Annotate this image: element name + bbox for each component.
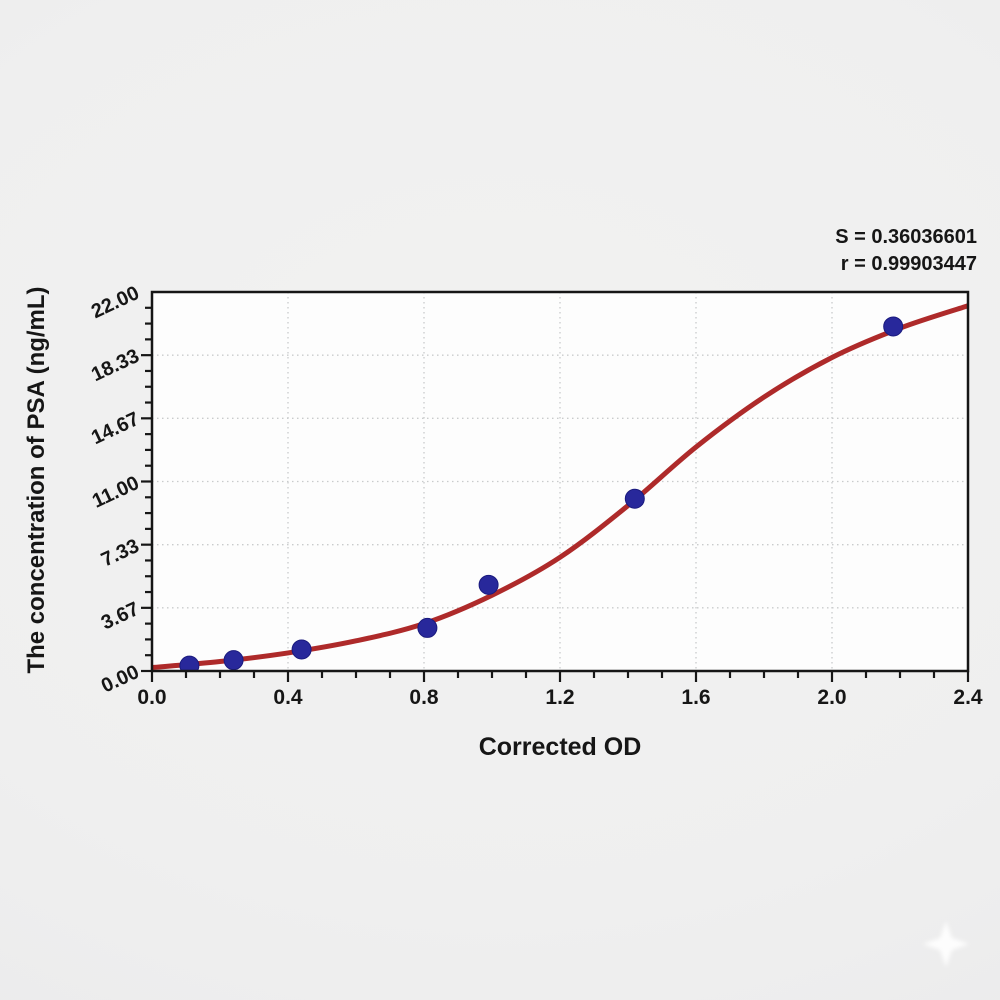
fit-curve-line	[151, 303, 969, 671]
data-points	[179, 316, 904, 672]
gridlines	[152, 292, 968, 671]
x-axis-title: Corrected OD	[478, 733, 642, 761]
data-point	[417, 617, 438, 638]
data-point	[478, 574, 499, 595]
y-axis-title: The concentration of PSA (ng/mL)	[23, 286, 50, 674]
data-point	[624, 488, 645, 509]
data-point	[179, 655, 200, 672]
fit-statistics: S = 0.36036601 r = 0.99903447	[835, 224, 977, 278]
s-value: S = 0.36036601	[835, 226, 977, 248]
r-value: r = 0.99903447	[840, 253, 977, 275]
data-point	[223, 650, 244, 671]
data-point	[883, 316, 904, 337]
data-point	[291, 639, 312, 660]
axis-ticks	[141, 306, 970, 682]
